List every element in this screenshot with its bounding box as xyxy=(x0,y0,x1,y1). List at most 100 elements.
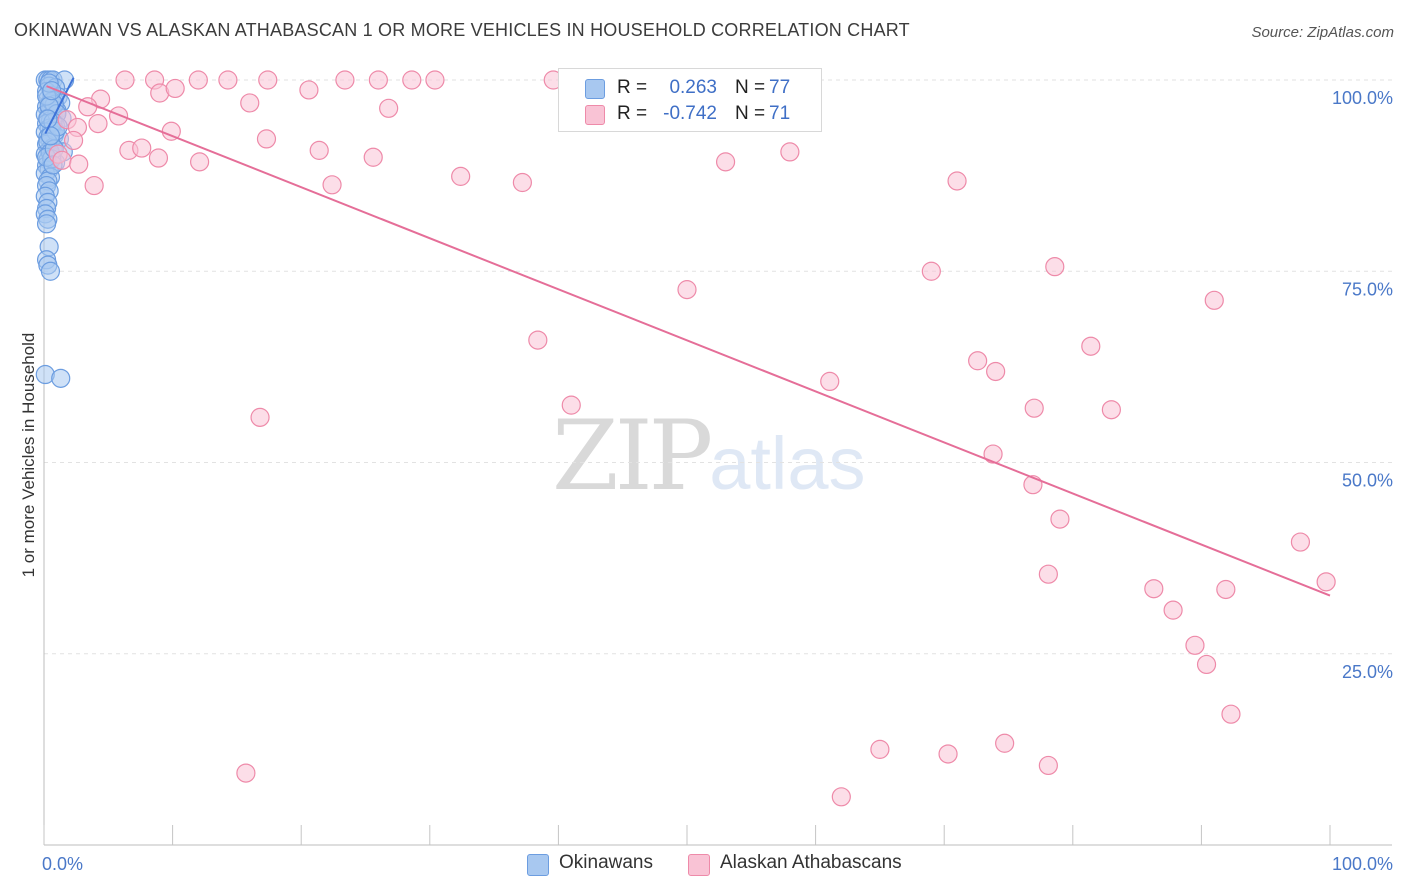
athabascan-point xyxy=(512,172,532,193)
athabascan-point xyxy=(938,744,958,764)
athabascan-point xyxy=(1045,257,1065,277)
legend-swatch-athabascans xyxy=(688,854,710,876)
legend-row-okinawans: R = 0.263 N = 77 xyxy=(559,75,821,101)
y-tick-label: 50.0% xyxy=(1342,471,1393,491)
okinawan-point xyxy=(36,214,57,234)
legend-n-value: 77 xyxy=(769,77,791,98)
athabascan-point xyxy=(1221,704,1241,724)
athabascan-point xyxy=(995,733,1015,753)
athabascan-point xyxy=(363,147,383,167)
athabascan-point xyxy=(921,261,941,281)
athabascan-point xyxy=(451,166,471,186)
legend-r-value: -0.742 xyxy=(663,103,717,124)
athabascan-trend-line xyxy=(46,85,1331,597)
athabascan-point xyxy=(63,130,84,151)
athabascan-point xyxy=(368,70,388,90)
athabascan-point xyxy=(1038,755,1058,776)
y-tick-label: 75.0% xyxy=(1342,279,1393,299)
legend-swatch-athabascans xyxy=(585,105,605,125)
athabascan-point xyxy=(188,70,208,90)
athabascan-point xyxy=(236,763,256,783)
athabascan-point xyxy=(1196,654,1217,675)
watermark: ZIPatlas xyxy=(552,400,866,512)
athabascan-point xyxy=(52,150,72,170)
athabascan-point xyxy=(1024,398,1044,418)
athabascan-point xyxy=(190,152,210,172)
legend-swatch-okinawans xyxy=(527,854,549,876)
y-axis-label: 1 or more Vehicles in Household xyxy=(19,333,38,578)
source-credit: Source: ZipAtlas.com xyxy=(1251,24,1394,41)
legend-n-value: 71 xyxy=(769,103,791,124)
athabascan-point xyxy=(256,129,277,149)
x-tick-label: 0.0% xyxy=(42,854,83,874)
athabascan-point xyxy=(1038,564,1058,584)
legend-n-label: N = xyxy=(735,103,766,124)
athabascan-point xyxy=(132,138,152,158)
athabascan-point xyxy=(831,787,851,807)
legend-r-label: R = xyxy=(617,77,648,98)
athabascan-point xyxy=(69,154,89,174)
legend-row-athabascans: R = -0.742 N = 71 xyxy=(559,101,821,127)
athabascan-point xyxy=(84,175,104,196)
legend-label-athabascans: Alaskan Athabascans xyxy=(720,852,902,873)
y-tick-label: 25.0% xyxy=(1342,662,1393,682)
athabascan-points xyxy=(48,70,1336,807)
athabascan-point xyxy=(1050,509,1070,529)
athabascan-point xyxy=(379,98,399,118)
athabascan-point xyxy=(165,78,185,99)
athabascan-point xyxy=(335,70,355,90)
correlation-legend: R = 0.263 N = 77 R = -0.742 N = 71 xyxy=(558,68,822,132)
athabascan-point xyxy=(1101,400,1121,420)
watermark-atlas: atlas xyxy=(709,422,866,505)
okinawan-point xyxy=(38,109,58,129)
okinawan-point xyxy=(40,126,61,146)
legend-n-label: N = xyxy=(735,77,766,98)
athabascan-point xyxy=(1204,290,1224,310)
tick-labels: 25.0% 50.0% 75.0% 100.0% 0.0% 100.0% xyxy=(42,88,1393,874)
athabascan-point xyxy=(250,407,270,427)
athabascan-point xyxy=(88,114,108,134)
athabascan-point xyxy=(322,175,342,195)
athabascan-point xyxy=(1163,600,1183,620)
athabascan-point xyxy=(947,171,967,191)
series-legend: Okinawans Alaskan Athabascans xyxy=(0,852,1406,878)
legend-label-okinawans: Okinawans xyxy=(559,852,653,873)
legend-r-value: 0.263 xyxy=(669,77,717,98)
athabascan-point xyxy=(1216,579,1236,600)
athabascan-point xyxy=(309,140,329,160)
athabascan-point xyxy=(402,70,422,90)
athabascan-point xyxy=(108,106,129,126)
athabascan-point xyxy=(1290,532,1311,552)
y-tick-label: 100.0% xyxy=(1332,88,1393,108)
athabascan-point xyxy=(299,80,319,100)
legend-swatch-okinawans xyxy=(585,79,605,99)
athabascan-point xyxy=(1081,336,1101,356)
athabascan-point xyxy=(780,142,800,162)
athabascan-point xyxy=(218,70,238,90)
athabascan-point xyxy=(528,330,548,350)
x-tick-label: 100.0% xyxy=(1332,854,1393,874)
athabascan-point xyxy=(983,444,1003,464)
okinawan-trend-line xyxy=(44,77,75,135)
athabascan-point xyxy=(1316,572,1336,592)
athabascan-point xyxy=(968,351,988,371)
athabascan-point xyxy=(240,93,260,113)
okinawan-point xyxy=(51,368,71,388)
okinawan-point xyxy=(40,261,61,281)
athabascan-point xyxy=(677,280,697,300)
athabascan-point xyxy=(715,152,736,172)
watermark-zip: ZIP xyxy=(552,400,713,512)
chart-title: OKINAWAN VS ALASKAN ATHABASCAN 1 OR MORE… xyxy=(14,20,910,40)
trend-lines xyxy=(44,77,1331,597)
legend-r-label: R = xyxy=(617,103,648,124)
athabascan-point xyxy=(1185,635,1205,655)
athabascan-point xyxy=(870,739,890,759)
athabascan-point xyxy=(986,361,1006,382)
axes xyxy=(43,72,1392,846)
athabascan-point xyxy=(425,70,445,90)
athabascan-point xyxy=(820,371,840,392)
athabascan-point xyxy=(561,395,581,415)
athabascan-point xyxy=(148,148,169,168)
athabascan-point xyxy=(258,70,278,90)
